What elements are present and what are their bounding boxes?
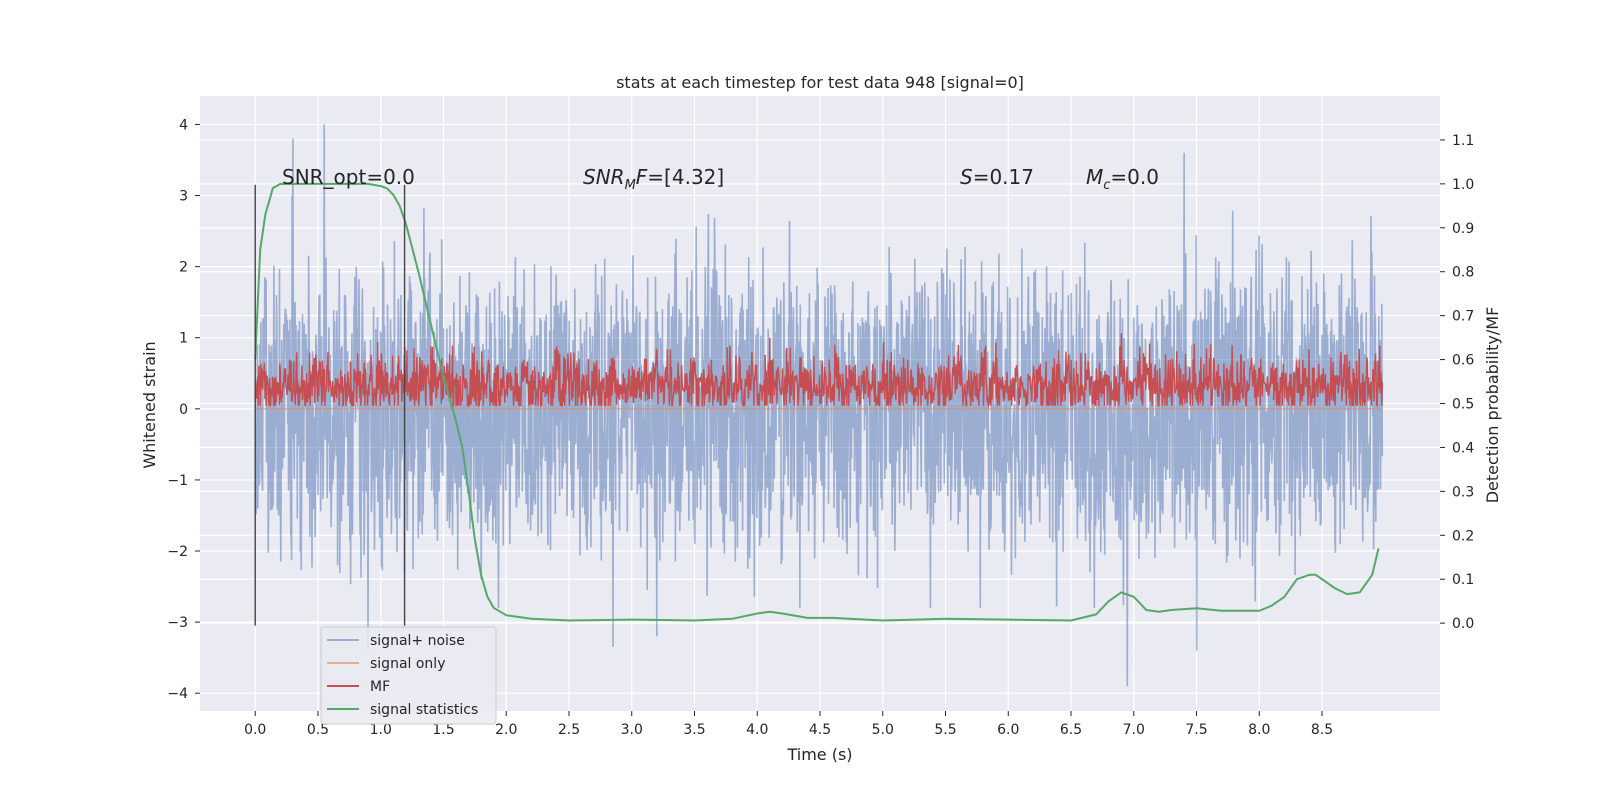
x-tick-label: 4.5 [809, 722, 831, 738]
y-tick-label: −1 [167, 473, 188, 489]
x-tick-label: 2.0 [495, 722, 517, 738]
y2-tick-label: 0.9 [1452, 221, 1474, 237]
y-tick-label: 2 [179, 260, 188, 276]
x-tick-label: 6.0 [997, 722, 1019, 738]
chart-title: stats at each timestep for test data 948… [616, 73, 1024, 92]
x-axis-label: Time (s) [786, 745, 852, 764]
y-tick-label: 3 [179, 189, 188, 205]
y2-tick-label: 0.6 [1452, 353, 1474, 369]
x-tick-label: 1.0 [370, 722, 392, 738]
series-mf [254, 333, 1383, 409]
y-axis-label: Whitened strain [140, 341, 159, 468]
y2-tick-label: 0.0 [1452, 616, 1474, 632]
series-layer [254, 124, 1384, 687]
x-tick-label: 1.5 [432, 722, 454, 738]
x-tick-label: 8.0 [1248, 722, 1270, 738]
x-tick-label: 5.0 [872, 722, 894, 738]
x-tick-label: 7.0 [1123, 722, 1145, 738]
y2-tick-label: 0.2 [1452, 528, 1474, 544]
y-tick-label: −4 [167, 686, 188, 702]
annotations: SNR_opt=0.0 SNRMF=[4.32] S=0.17 Mc=0.0 [282, 165, 1159, 193]
annotation-snr-mf: SNRMF=[4.32] [583, 165, 724, 193]
x-tick-label: 6.5 [1060, 722, 1082, 738]
annotation-s: S=0.17 [960, 165, 1034, 189]
series-signal-statistics [254, 182, 1380, 622]
annotation-mc: Mc=0.0 [1086, 165, 1159, 193]
legend-label-signal-noise: signal+ noise [370, 633, 465, 649]
y-tick-label: 4 [179, 117, 188, 133]
x-tick-label: 3.5 [683, 722, 705, 738]
y2-tick-label: 1.0 [1452, 177, 1474, 193]
annotation-snr-opt: SNR_opt=0.0 [282, 165, 415, 189]
x-tick-label: 0.5 [307, 722, 329, 738]
legend: signal+ noise signal only MF signal stat… [320, 626, 497, 725]
legend-label-signal-statistics: signal statistics [370, 702, 478, 718]
x-tick-label: 5.5 [934, 722, 956, 738]
y-tick-label: 0 [179, 402, 188, 418]
y2-tick-label: 0.3 [1452, 484, 1474, 500]
y-tick-label: −3 [167, 615, 188, 631]
x-tick-label: 4.0 [746, 722, 768, 738]
y-tick-label: −2 [167, 544, 188, 560]
y2-tick-label: 1.1 [1452, 133, 1474, 149]
x-tick-label: 7.5 [1185, 722, 1207, 738]
legend-box [320, 626, 497, 725]
x-tick-label: 8.5 [1311, 722, 1333, 738]
x-tick-label: 3.0 [621, 722, 643, 738]
y2-tick-label: 0.1 [1452, 572, 1474, 588]
vertical-lines [254, 184, 406, 626]
y2-tick-label: 0.5 [1452, 397, 1474, 413]
y2-axis-label: Detection probability/MF [1483, 307, 1502, 504]
legend-label-signal-only: signal only [370, 656, 445, 672]
tick-labels: 0.0 0.5 1.0 1.5 2.0 2.5 3.0 3.5 4.0 4.5 5.0 5.5 6.0 6… [167, 117, 1474, 738]
y2-tick-label: 0.8 [1452, 265, 1474, 281]
x-tick-label: 2.5 [558, 722, 580, 738]
x-tick-label: 0.0 [244, 722, 266, 738]
y2-tick-label: 0.7 [1452, 309, 1474, 325]
legend-label-mf: MF [370, 679, 390, 695]
y2-tick-label: 0.4 [1452, 440, 1474, 456]
y-tick-label: 1 [179, 331, 188, 347]
